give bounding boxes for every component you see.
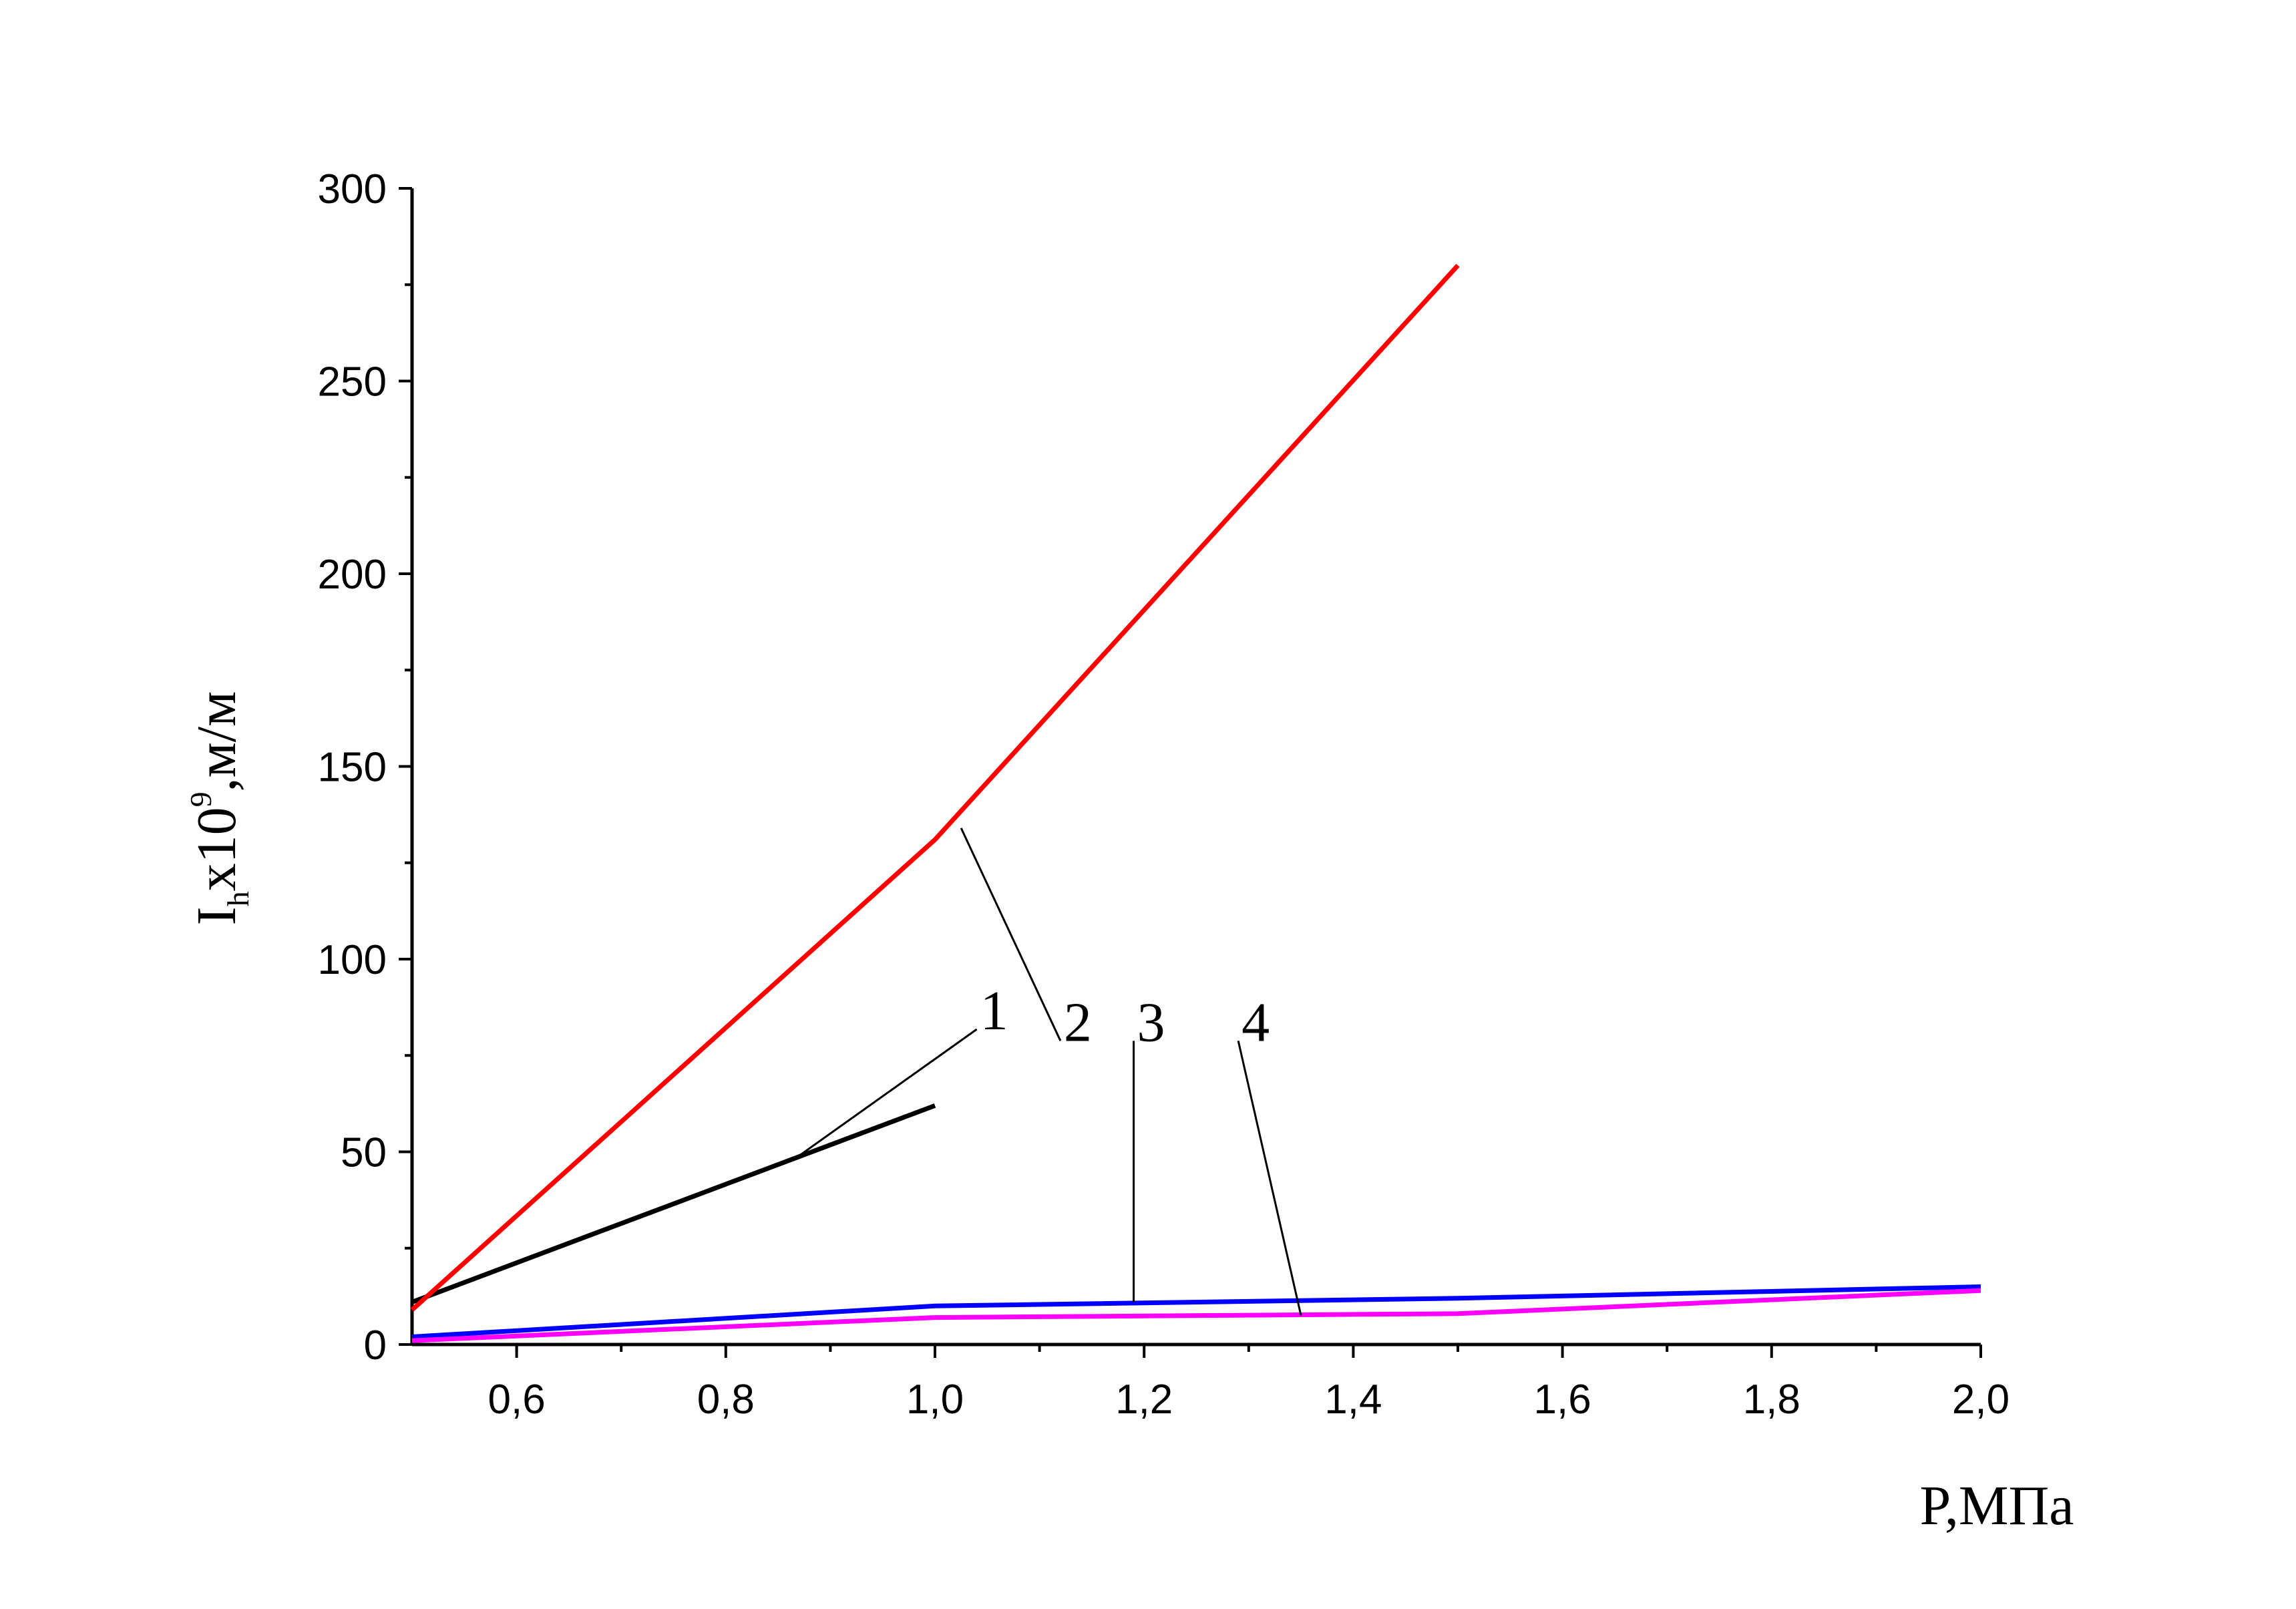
- x-axis-title: P,МПа: [1919, 1475, 2074, 1537]
- x-tick-label: 1,4: [1324, 1377, 1382, 1423]
- y-axis-title-superscript: 9: [184, 791, 218, 807]
- y-tick-label: 300: [318, 166, 387, 212]
- y-axis-title: Ihx109,м/м: [184, 691, 255, 926]
- axes: 0 50 100 150 200 250 300 0,6 0,8 1,0 1,2 1,4 1,6 1,8 2…: [318, 166, 2010, 1423]
- y-axis-title-unit: ,м/м: [186, 691, 248, 792]
- y-axis-title-main: I: [186, 906, 248, 925]
- series-line-3: [411, 1284, 1981, 1339]
- y-tick-label: 50: [341, 1130, 387, 1176]
- y-axis-title-middle: x10: [186, 807, 248, 891]
- x-tick-label: 0,6: [488, 1377, 545, 1423]
- series-line-2: [410, 264, 1460, 1312]
- x-tick-label: 2,0: [1952, 1377, 2010, 1423]
- y-tick-label: 100: [318, 937, 387, 983]
- curve-label-1: 1: [980, 980, 1008, 1042]
- curve-label-4: 4: [1241, 991, 1270, 1053]
- x-tick-label: 1,8: [1743, 1377, 1800, 1423]
- curve-label-3: 3: [1137, 991, 1165, 1053]
- x-tick-label: 1,6: [1533, 1377, 1591, 1423]
- y-tick-label: 0: [364, 1322, 387, 1369]
- axis-labels: P,МПа Ihx109,м/м: [184, 691, 2074, 1537]
- series-lines: [410, 264, 1981, 1343]
- series-line-1: [411, 1103, 936, 1304]
- curve-label-leader-2: [960, 828, 1062, 1041]
- x-tick-label: 1,2: [1115, 1377, 1173, 1423]
- series-line-4: [411, 1288, 1981, 1343]
- curve-label-leader-4: [1237, 1040, 1302, 1316]
- curve-label-2: 2: [1064, 991, 1092, 1053]
- curve-label-leader-1: [793, 1028, 978, 1161]
- y-axis-title-subscript: h: [221, 891, 255, 906]
- y-tick-label: 250: [318, 359, 387, 405]
- x-tick-label: 0,8: [697, 1377, 755, 1423]
- x-tick-label: 1,0: [906, 1377, 964, 1423]
- y-tick-label: 200: [318, 552, 387, 598]
- y-tick-label: 150: [318, 745, 387, 791]
